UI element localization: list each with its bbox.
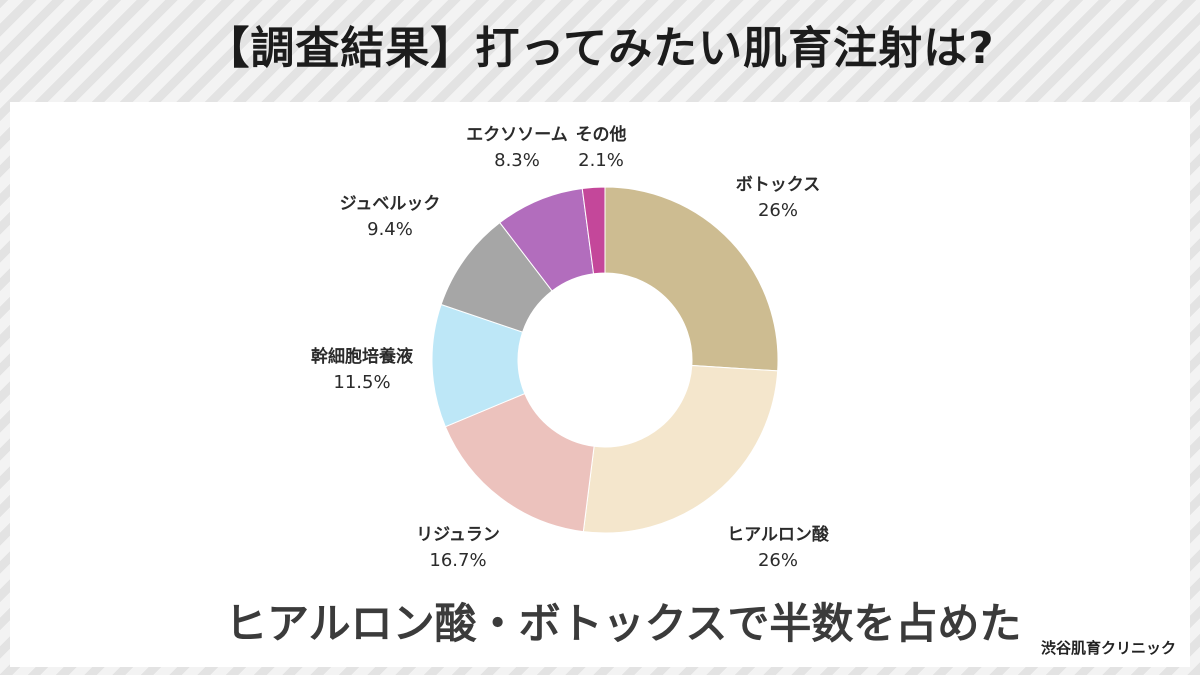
slice-label-0: ボトックス — [736, 175, 821, 195]
slice-value-1: 26% — [758, 550, 798, 571]
slices-group — [431, 186, 779, 534]
slice-value-4: 9.4% — [367, 219, 413, 240]
slice-label-1: ヒアルロン酸 — [727, 524, 830, 545]
slice-label-5: エクソソーム — [466, 125, 568, 145]
slice-label-3: 幹細胞培養液 — [311, 346, 413, 367]
donut-slice-0 — [604, 186, 779, 372]
slice-value-5: 8.3% — [494, 150, 540, 171]
headline: ヒアルロン酸・ボトックスで半数を占めた — [225, 599, 1022, 648]
slice-label-4: ジュベルック — [340, 194, 441, 214]
slice-value-3: 11.5% — [333, 372, 390, 393]
donut-slice-1 — [582, 364, 779, 534]
labels-group: ボトックス 26% ヒアルロン酸 26% リジュラン 16.7% 幹細胞培養液 11.5% ジュ… — [311, 124, 830, 571]
page-title: 【調査結果】打ってみたい肌育注射は? — [205, 23, 995, 74]
donut-slice-2 — [444, 392, 595, 533]
donut-slice-6 — [581, 186, 606, 275]
slice-value-0: 26% — [758, 200, 798, 221]
slice-value-6: 2.1% — [578, 150, 624, 171]
slice-label-2: リジュラン — [416, 525, 500, 545]
slice-label-6: その他 — [576, 124, 627, 145]
slice-value-2: 16.7% — [429, 550, 486, 571]
clinic-name: 渋谷肌育クリニック — [1040, 639, 1176, 657]
